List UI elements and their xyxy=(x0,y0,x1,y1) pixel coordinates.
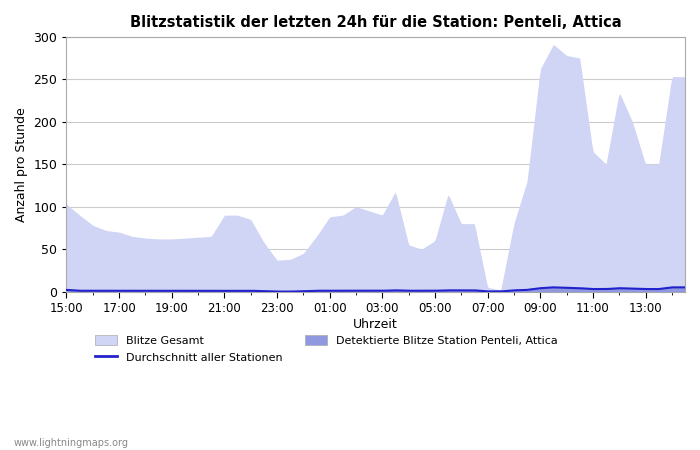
Text: www.lightningmaps.org: www.lightningmaps.org xyxy=(14,438,129,448)
Legend: Blitze Gesamt, Durchschnitt aller Stationen, Detektierte Blitze Station Penteli,: Blitze Gesamt, Durchschnitt aller Statio… xyxy=(94,335,558,363)
Title: Blitzstatistik der letzten 24h für die Station: Penteli, Attica: Blitzstatistik der letzten 24h für die S… xyxy=(130,15,622,30)
Y-axis label: Anzahl pro Stunde: Anzahl pro Stunde xyxy=(15,107,28,221)
X-axis label: Uhrzeit: Uhrzeit xyxy=(354,318,398,331)
